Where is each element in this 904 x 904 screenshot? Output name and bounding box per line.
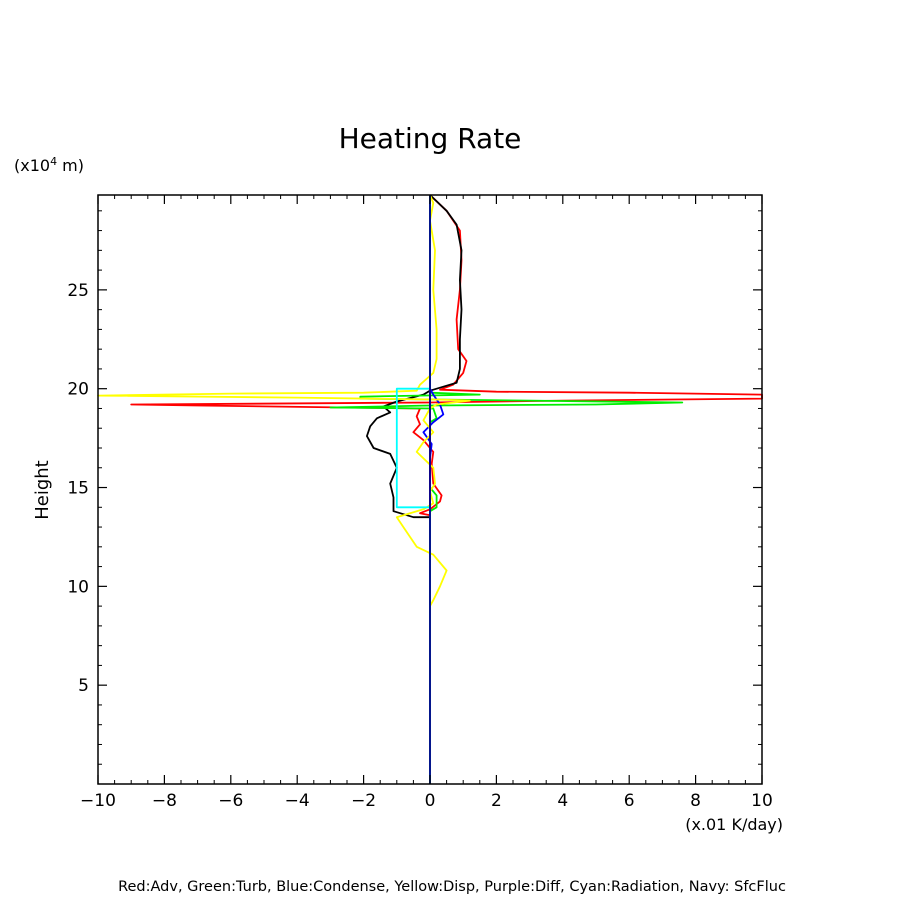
y-tick-label: 10 — [67, 577, 89, 597]
x-tick-labels: −10 −8 −6 −4 −2 0 2 4 6 8 10 — [80, 791, 773, 811]
series-line-red-adv — [130, 194, 763, 784]
series-layer — [97, 194, 763, 784]
x-tick-label: 8 — [690, 791, 701, 811]
y-tick-label: 15 — [67, 479, 89, 499]
x-tick-label: −4 — [285, 791, 310, 811]
y-axis-label: Height — [32, 460, 53, 520]
y-tick-labels: 5 10 15 20 25 — [67, 281, 89, 696]
x-unit-label: (x.01 K/day) — [685, 815, 783, 834]
y-tick-label: 5 — [78, 676, 89, 696]
legend-text: Red:Adv, Green:Turb, Blue:Condense, Yell… — [118, 879, 786, 895]
x-tick-label: −8 — [152, 791, 177, 811]
x-tick-label: −6 — [218, 791, 243, 811]
x-tick-label: 0 — [425, 791, 436, 811]
x-tick-label: 2 — [491, 791, 502, 811]
series-line-cyan-radiation — [395, 195, 431, 784]
y-tick-label: 25 — [67, 281, 89, 301]
x-tick-label: 4 — [557, 791, 568, 811]
series-line-black — [366, 194, 463, 784]
series-line-yellow-disp — [97, 194, 471, 784]
x-tick-label: −10 — [80, 791, 116, 811]
x-tick-label: 10 — [751, 791, 773, 811]
y-unit-label: (x104 m) — [14, 155, 84, 175]
y-tick-label: 20 — [67, 380, 89, 400]
x-tick-label: 6 — [624, 791, 635, 811]
x-tick-label: −2 — [351, 791, 376, 811]
series-line-green-turb — [329, 195, 684, 784]
chart-title: Heating Rate — [339, 122, 522, 155]
plot-frame — [97, 194, 763, 785]
